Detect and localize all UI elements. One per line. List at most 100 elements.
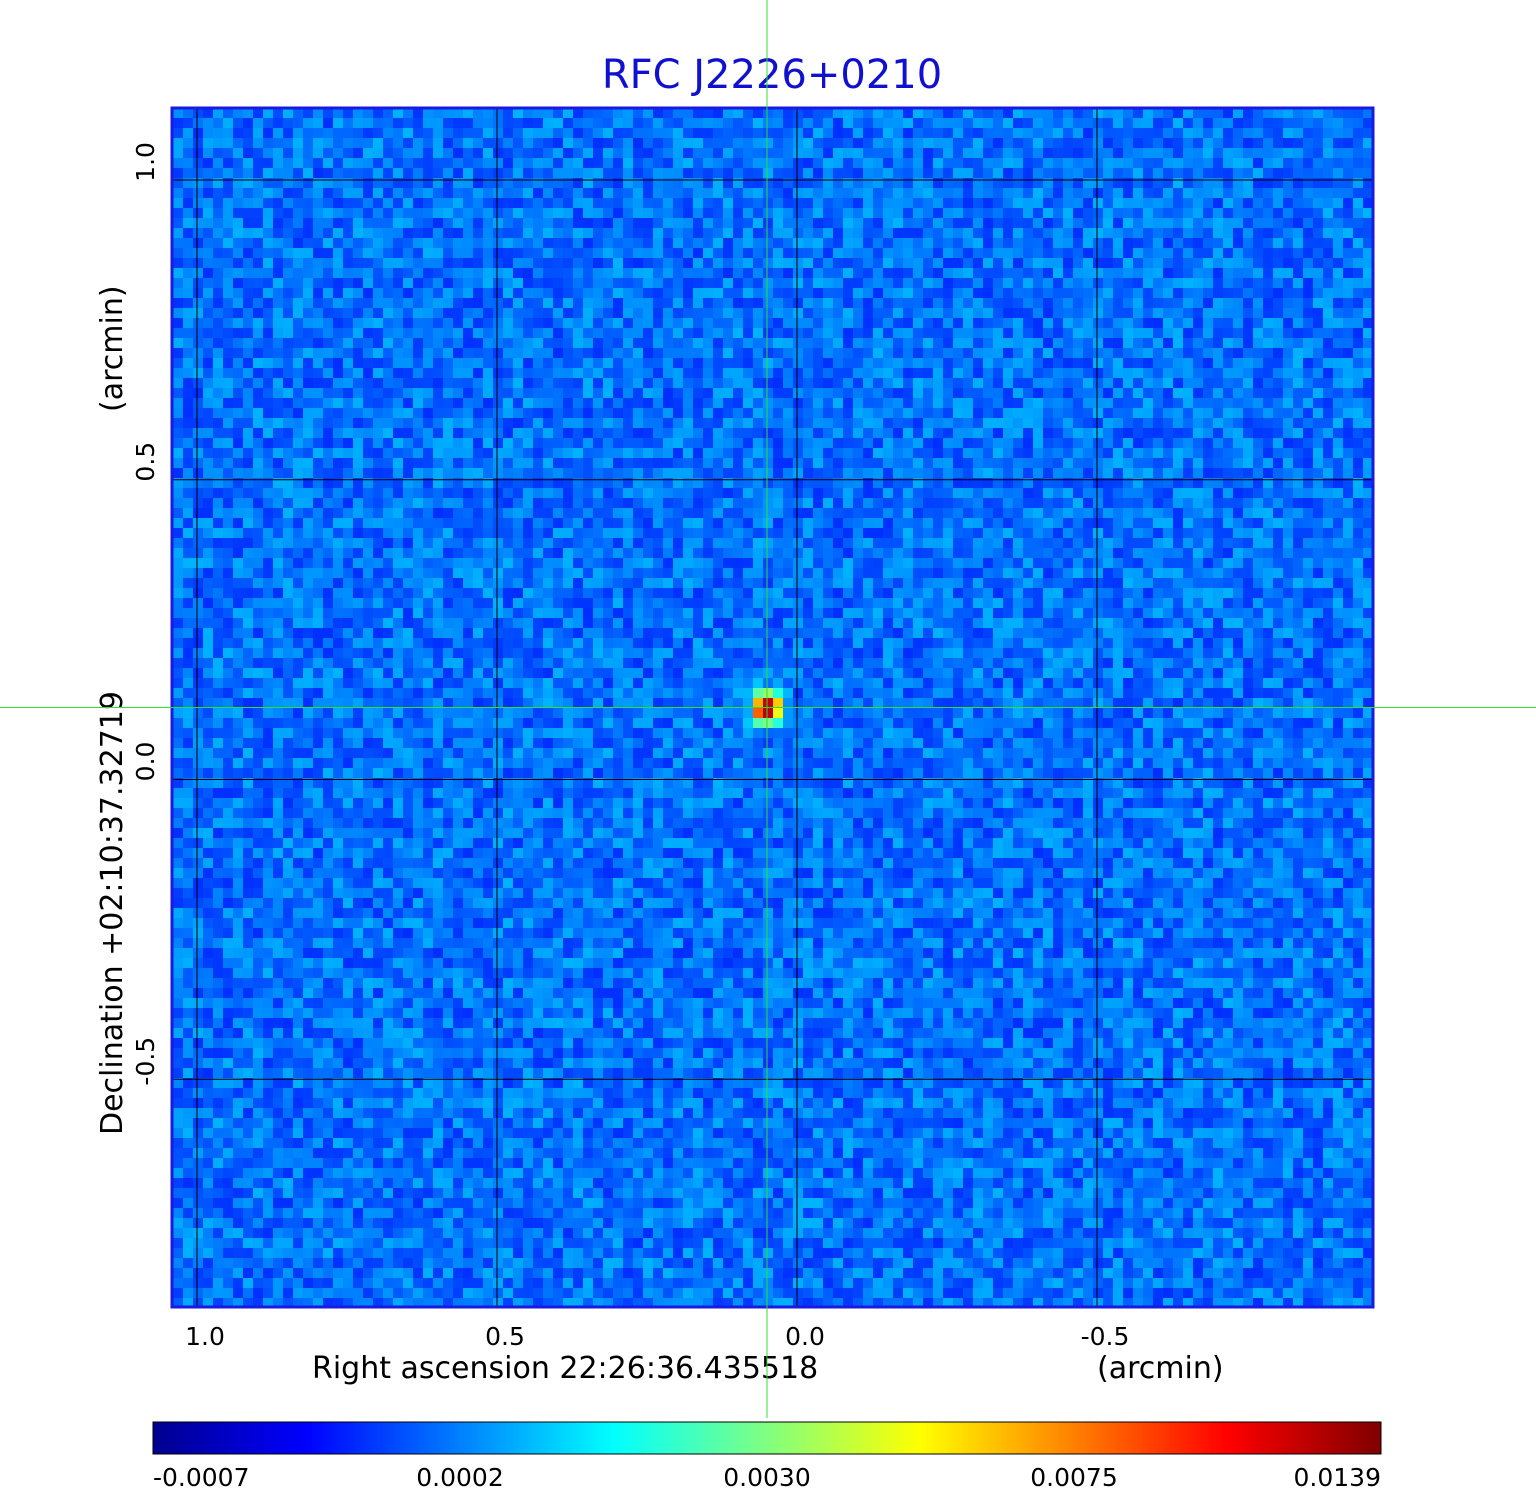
heatmap-cell: [693, 468, 704, 479]
heatmap-cell: [763, 268, 774, 279]
heatmap-cell: [263, 208, 274, 219]
heatmap-cell: [1123, 168, 1134, 179]
heatmap-cell: [523, 108, 534, 119]
heatmap-cell: [763, 358, 774, 369]
heatmap-cell: [183, 388, 194, 399]
heatmap-cell: [1003, 468, 1014, 479]
heatmap-cell: [813, 298, 824, 309]
heatmap-cell: [833, 358, 844, 369]
heatmap-cell: [803, 248, 814, 259]
heatmap-cell: [1173, 428, 1184, 439]
heatmap-cell: [1143, 178, 1154, 189]
heatmap-cell: [1143, 258, 1154, 269]
heatmap-cell: [1223, 328, 1234, 339]
heatmap-cell: [293, 478, 304, 489]
heatmap-cell: [393, 338, 404, 349]
heatmap-cell: [233, 508, 244, 519]
heatmap-cell: [853, 518, 864, 529]
heatmap-cell: [733, 108, 744, 119]
heatmap-cell: [1163, 398, 1174, 409]
heatmap-cell: [233, 258, 244, 269]
heatmap-cell: [413, 418, 424, 429]
heatmap-cell: [283, 288, 294, 299]
heatmap-cell: [413, 158, 424, 169]
heatmap-cell: [1363, 418, 1373, 429]
heatmap-cell: [253, 208, 264, 219]
heatmap-cell: [1353, 278, 1364, 289]
heatmap-cell: [1253, 208, 1264, 219]
heatmap-cell: [743, 518, 754, 529]
heatmap-cell: [683, 288, 694, 299]
heatmap-cell: [813, 358, 824, 369]
heatmap-cell: [233, 228, 244, 239]
heatmap-cell: [363, 188, 374, 199]
heatmap-cell: [933, 488, 944, 499]
heatmap-cell: [1263, 438, 1274, 449]
heatmap-cell: [433, 298, 444, 309]
heatmap-cell: [893, 218, 904, 229]
heatmap-cell: [933, 138, 944, 149]
heatmap-cell: [413, 328, 424, 339]
heatmap-cell: [523, 438, 534, 449]
heatmap-cell: [1223, 338, 1234, 349]
heatmap-cell: [293, 158, 304, 169]
heatmap-cell: [303, 378, 314, 389]
heatmap-cell: [423, 498, 434, 509]
heatmap-cell: [833, 518, 844, 529]
heatmap-cell: [963, 228, 974, 239]
heatmap-cell: [573, 358, 584, 369]
heatmap-cell: [193, 108, 204, 119]
heatmap-cell: [683, 208, 694, 219]
heatmap-cell: [633, 198, 644, 209]
heatmap-cell: [1303, 328, 1314, 339]
heatmap-cell: [343, 488, 354, 499]
heatmap-cell: [1033, 278, 1044, 289]
heatmap-cell: [753, 478, 764, 489]
heatmap-cell: [203, 158, 214, 169]
heatmap-cell: [503, 458, 514, 469]
heatmap-cell: [933, 518, 944, 529]
heatmap-cell: [253, 168, 264, 179]
heatmap-cell: [943, 158, 954, 169]
heatmap-cell: [953, 478, 964, 489]
heatmap-cell: [823, 278, 834, 289]
heatmap-cell: [933, 288, 944, 299]
heatmap-cell: [1123, 368, 1134, 379]
heatmap-cell: [993, 288, 1004, 299]
heatmap-cell: [743, 498, 754, 509]
heatmap-cell: [1203, 118, 1214, 129]
heatmap-cell: [273, 518, 284, 529]
heatmap-cell: [1323, 148, 1334, 159]
heatmap-cell: [1143, 158, 1154, 169]
heatmap-cell: [503, 108, 514, 119]
heatmap-cell: [293, 188, 304, 199]
heatmap-cell: [1063, 478, 1074, 489]
heatmap-cell: [1203, 458, 1214, 469]
heatmap-cell: [953, 428, 964, 439]
heatmap-cell: [1263, 328, 1274, 339]
heatmap-cell: [973, 488, 984, 499]
heatmap-cell: [1363, 238, 1373, 249]
heatmap-cell: [733, 288, 744, 299]
heatmap-cell: [513, 488, 524, 499]
heatmap-cell: [263, 288, 274, 299]
heatmap-cell: [533, 308, 544, 319]
heatmap-cell: [1293, 378, 1304, 389]
heatmap-cell: [1103, 138, 1114, 149]
heatmap-cell: [1193, 348, 1204, 359]
heatmap-cell: [373, 508, 384, 519]
heatmap-cell: [283, 268, 294, 279]
heatmap-cell: [513, 108, 524, 119]
heatmap-cell: [413, 208, 424, 219]
heatmap-cell: [1073, 148, 1084, 159]
heatmap-cell: [613, 248, 624, 259]
heatmap-cell: [583, 308, 594, 319]
heatmap-cell: [1353, 408, 1364, 419]
heatmap-cell: [443, 428, 454, 439]
heatmap-cell: [563, 508, 574, 519]
heatmap-cell: [773, 178, 784, 189]
heatmap-cell: [373, 388, 384, 399]
heatmap-cell: [1243, 308, 1254, 319]
heatmap-cell: [873, 208, 884, 219]
heatmap-cell: [643, 178, 654, 189]
